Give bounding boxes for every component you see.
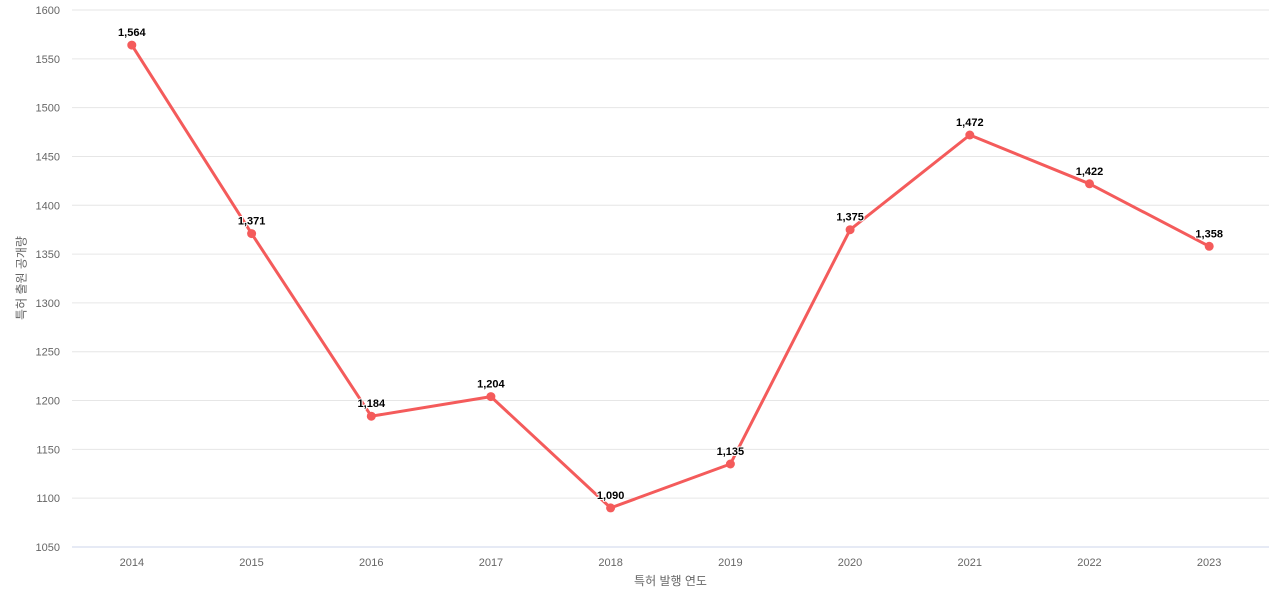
x-tick-label: 2019 (718, 557, 742, 569)
data-label: 1,472 (956, 117, 984, 129)
y-tick-label: 1250 (36, 347, 60, 359)
data-point[interactable] (965, 130, 975, 140)
data-label: 1,422 (1076, 166, 1104, 178)
data-point[interactable] (366, 411, 376, 421)
data-point[interactable] (725, 459, 735, 469)
x-tick-label: 2022 (1077, 557, 1101, 569)
y-tick-label: 1050 (36, 542, 60, 554)
x-tick-label: 2015 (239, 557, 263, 569)
data-point[interactable] (606, 503, 616, 513)
x-tick-label: 2017 (479, 557, 503, 569)
x-tick-label: 2018 (598, 557, 622, 569)
y-tick-label: 1500 (36, 103, 60, 115)
x-tick-label: 2014 (120, 557, 144, 569)
x-axis-title: 특허 발행 연도 (634, 574, 707, 588)
data-point[interactable] (247, 229, 257, 239)
data-label: 1,090 (597, 490, 625, 502)
data-point[interactable] (127, 40, 137, 50)
data-label: 1,184 (358, 398, 386, 410)
y-tick-label: 1600 (36, 5, 60, 17)
data-label: 1,204 (477, 379, 505, 391)
x-tick-label: 2021 (958, 557, 982, 569)
data-label: 1,358 (1195, 228, 1223, 240)
data-label: 1,564 (118, 27, 146, 39)
data-point[interactable] (1085, 179, 1094, 189)
y-tick-label: 1150 (36, 444, 60, 456)
x-tick-label: 2023 (1197, 557, 1221, 569)
series-line (130, 43, 1211, 510)
y-tick-label: 1200 (36, 396, 60, 408)
x-tick-label: 2016 (359, 557, 383, 569)
data-label: 1,135 (717, 446, 745, 458)
y-tick-label: 1400 (36, 200, 60, 212)
y-tick-label: 1450 (36, 151, 60, 163)
y-tick-label: 1300 (36, 298, 60, 310)
y-axis-title: 특허 출원 공개량 (14, 236, 29, 320)
y-tick-label: 1350 (36, 249, 60, 261)
data-label: 1,371 (238, 216, 266, 228)
data-point[interactable] (486, 392, 496, 402)
data-label: 1,375 (836, 212, 864, 224)
y-tick-label: 1550 (36, 54, 60, 66)
x-tick-label: 2020 (838, 557, 862, 569)
data-point[interactable] (1204, 241, 1214, 251)
y-tick-label: 1100 (36, 493, 60, 505)
data-point[interactable] (845, 225, 855, 235)
